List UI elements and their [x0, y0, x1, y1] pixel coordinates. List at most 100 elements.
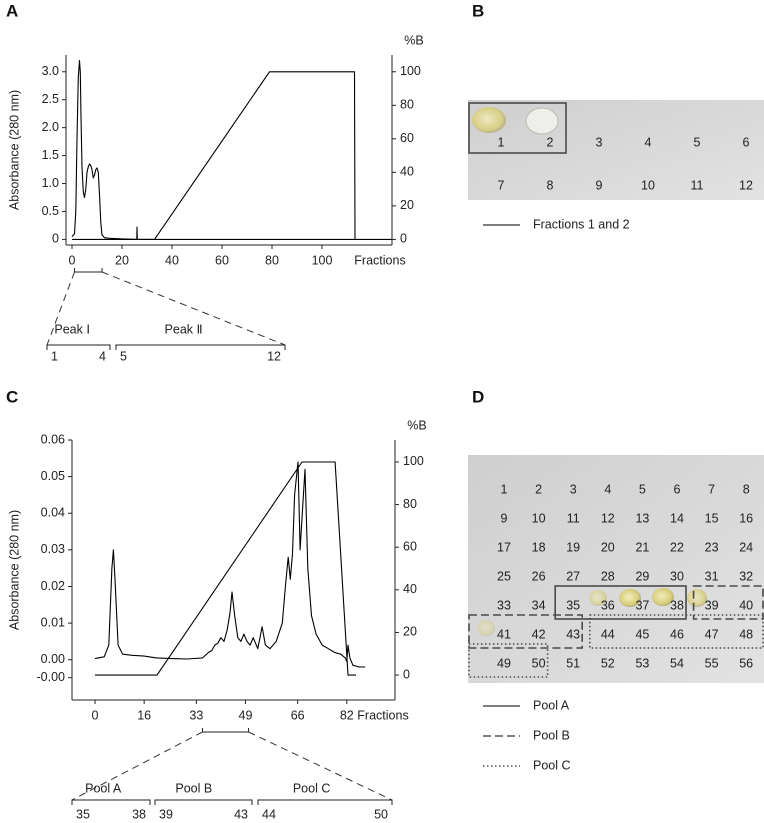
- y-tick-label: 3.0: [42, 64, 59, 78]
- y2-tick-label: 80: [403, 497, 417, 511]
- well-number: 38: [670, 598, 684, 612]
- well-number: 14: [670, 511, 684, 525]
- group-scale: [257, 799, 393, 805]
- well-number: 13: [635, 511, 649, 525]
- well-number: 9: [501, 511, 508, 525]
- well-number: 48: [739, 627, 753, 641]
- well-number: 35: [566, 598, 580, 612]
- well-number: 37: [635, 598, 649, 612]
- well-number: 18: [532, 540, 546, 554]
- data-line: [72, 71, 392, 240]
- y2-axis-label: %B: [404, 33, 423, 47]
- group-scale: [46, 344, 111, 350]
- panel-label: A: [6, 1, 18, 20]
- x-tick-label: 49: [239, 708, 253, 722]
- well-number: 49: [497, 656, 511, 670]
- well-number: 4: [645, 135, 652, 149]
- well-number: 11: [691, 178, 704, 192]
- well-number: 1: [501, 482, 508, 496]
- well-number: 36: [601, 598, 615, 612]
- well-number: 17: [497, 540, 511, 554]
- well-number: 2: [547, 135, 554, 149]
- group-first: 5: [120, 349, 127, 363]
- y2-tick-label: 100: [400, 64, 421, 78]
- y-tick-label: 0.5: [42, 204, 59, 218]
- x-tick-label: 20: [115, 253, 129, 267]
- y-tick-label: 1.0: [42, 176, 59, 190]
- well-number: 15: [705, 511, 719, 525]
- well-number: 6: [674, 482, 681, 496]
- y-axis-label: Absorbance (280 nm): [7, 510, 21, 630]
- y2-tick-label: 20: [403, 625, 417, 639]
- y-tick-label: 0.05: [41, 469, 65, 483]
- well-number: 55: [705, 656, 719, 670]
- group-last: 43: [234, 807, 248, 821]
- well-number: 24: [739, 540, 753, 554]
- y-tick-label: 0: [52, 232, 59, 246]
- well-number: 52: [601, 656, 615, 670]
- well-number: 50: [532, 656, 546, 670]
- y-tick-label: 0.01: [41, 615, 65, 629]
- well-number: 23: [705, 540, 719, 554]
- well-number: 46: [670, 627, 684, 641]
- x-tick-label: 16: [137, 708, 151, 722]
- well-number: 3: [596, 135, 603, 149]
- y-tick-label: -0.00: [37, 670, 66, 684]
- y-tick-label: 0.03: [41, 542, 65, 556]
- well-number: 11: [567, 511, 580, 525]
- well-number: 43: [566, 627, 580, 641]
- well-number: 10: [641, 178, 655, 192]
- well-number: 51: [566, 656, 580, 670]
- panel-label: C: [6, 387, 18, 406]
- well-number: 26: [532, 569, 546, 583]
- group-label: Pool C: [293, 781, 331, 795]
- group-scale: [71, 799, 151, 805]
- well-number: 22: [670, 540, 684, 554]
- x-tick-label: 66: [291, 708, 305, 722]
- well-number: 2: [535, 482, 542, 496]
- group-scale: [115, 344, 286, 350]
- well-number: 19: [566, 540, 580, 554]
- well: [652, 588, 674, 606]
- x-axis-label: Fractions: [354, 253, 405, 267]
- legend-label: Pool A: [533, 698, 570, 712]
- legend-label: Pool B: [533, 728, 570, 742]
- well-number: 45: [635, 627, 649, 641]
- legend-label: Fractions 1 and 2: [533, 217, 630, 231]
- well-number: 54: [670, 656, 684, 670]
- y2-axis-label: %B: [407, 418, 426, 432]
- x-tick-label: 0: [69, 253, 76, 267]
- y-tick-label: 1.5: [42, 148, 59, 162]
- well-number: 44: [601, 627, 615, 641]
- well-number: 34: [532, 598, 546, 612]
- well-number: 10: [532, 511, 546, 525]
- y-tick-label: 0.06: [41, 432, 65, 446]
- y2-tick-label: 20: [400, 198, 414, 212]
- well-number: 9: [596, 178, 603, 192]
- well-number: 8: [547, 178, 554, 192]
- y2-tick-label: 40: [403, 582, 417, 596]
- plate-image: [468, 455, 764, 683]
- well-number: 41: [497, 627, 511, 641]
- well: [619, 589, 641, 607]
- well-number: 32: [739, 569, 753, 583]
- x-tick-label: 40: [165, 253, 179, 267]
- well-number: 1: [498, 135, 505, 149]
- y2-tick-label: 0: [400, 232, 407, 246]
- y2-tick-label: 60: [403, 539, 417, 553]
- well-number: 12: [739, 178, 753, 192]
- well-number: 5: [694, 135, 701, 149]
- well: [477, 620, 495, 636]
- group-label: Pool A: [85, 781, 122, 795]
- group-last: 4: [99, 349, 106, 363]
- data-line: [94, 461, 366, 668]
- group-scale: [154, 799, 253, 805]
- x-tick-label: 60: [215, 253, 229, 267]
- y2-tick-label: 40: [400, 165, 414, 179]
- y2-tick-label: 80: [400, 98, 414, 112]
- y-tick-label: 2.0: [42, 120, 59, 134]
- group-label: Peak Ⅰ: [54, 322, 90, 336]
- y2-tick-label: 60: [400, 131, 414, 145]
- zoom-line: [248, 731, 393, 801]
